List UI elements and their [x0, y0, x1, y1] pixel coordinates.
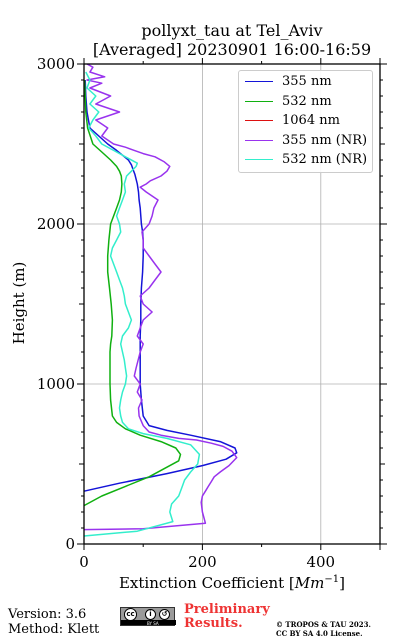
x-axis-unit-exponent: −1 — [324, 574, 340, 585]
x-tick-label: 400 — [306, 553, 335, 571]
legend-swatch — [245, 139, 273, 141]
legend-label: 355 nm (NR) — [282, 132, 368, 148]
copyright-line-2: CC BY SA 4.0 License. — [276, 629, 363, 638]
sa-icon: ↺ — [159, 609, 170, 620]
cc-by-sa-badge-icon: cc i ↺ BY SA — [120, 607, 176, 626]
preliminary-line-1: Preliminary — [184, 602, 270, 617]
y-tick-label: 3000 — [37, 55, 75, 73]
copyright-notice: © TROPOS & TAU 2023. CC BY SA 4.0 Licens… — [276, 620, 371, 638]
series-line-4 — [83, 71, 201, 537]
x-axis-label-close: ] — [339, 574, 345, 592]
chart-legend: 355 nm 532 nm 1064 nm 355 nm (NR) 532 nm (NR… — [238, 70, 373, 173]
series-line-0 — [83, 79, 238, 492]
y-tick-label: 0 — [65, 535, 75, 553]
x-tick-label: 200 — [188, 553, 217, 571]
y-axis-label: Height (m) — [10, 261, 28, 345]
legend-swatch — [245, 159, 273, 160]
x-tick-label: 0 — [79, 553, 89, 571]
legend-item: 532 nm (NR) — [245, 152, 367, 168]
legend-label: 1064 nm — [282, 113, 340, 128]
chart-subtitle: [Averaged] 20230901 16:00-16:59 — [92, 40, 372, 59]
x-axis-unit: Mm — [294, 574, 325, 592]
copyright-line-1: © TROPOS & TAU 2023. — [276, 620, 371, 629]
series-line-1 — [83, 79, 182, 507]
x-axis-label-text: Extinction Coefficient [ — [118, 574, 295, 592]
legend-item: 355 nm — [245, 74, 332, 90]
preliminary-line-2: Results. — [184, 616, 243, 631]
legend-label: 355 nm — [282, 74, 332, 89]
y-tick-label: 1000 — [37, 375, 75, 393]
legend-item: 1064 nm — [245, 113, 340, 129]
legend-swatch — [245, 100, 273, 102]
license-badge-text: BY SA — [147, 621, 159, 626]
legend-label: 532 nm (NR) — [282, 152, 368, 167]
by-icon: i — [145, 609, 156, 620]
x-axis-label: Extinction Coefficient [Mm−1] — [84, 574, 380, 592]
axis-ticks: 0 200 400 0 1000 2000 3000 — [37, 55, 387, 571]
series-layer — [83, 63, 238, 537]
legend-swatch — [245, 120, 273, 121]
legend-label: 532 nm — [282, 93, 332, 109]
legend-swatch — [245, 81, 273, 82]
y-tick-label: 2000 — [37, 215, 75, 233]
legend-item: 532 nm — [245, 94, 332, 110]
legend-item: 355 nm (NR) — [245, 133, 367, 149]
preliminary-notice: Preliminary Results. — [184, 603, 270, 631]
chart-title: pollyxt_tau at Tel_Aviv — [141, 21, 323, 40]
series-line-3 — [83, 63, 238, 531]
method-text: Method: Klett — [8, 622, 100, 637]
version-text: Version: 3.6 — [8, 607, 87, 622]
